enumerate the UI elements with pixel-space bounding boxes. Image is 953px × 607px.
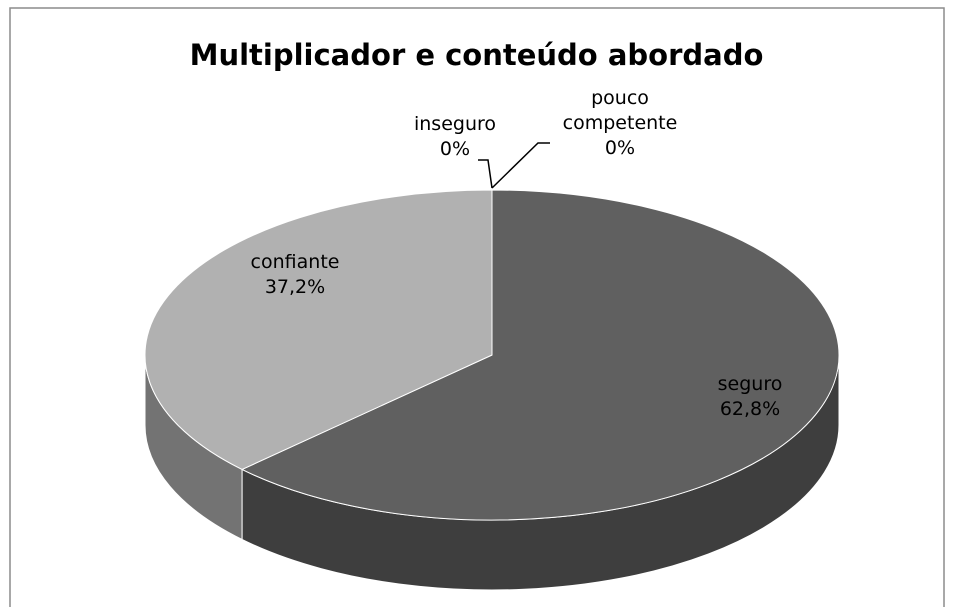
chart-title: Multiplicador e conteúdo abordado <box>189 38 764 72</box>
label-value: 37,2% <box>264 276 326 298</box>
data-label: confiante 37,2% <box>230 250 360 300</box>
leader-line <box>491 142 550 189</box>
label-value: 62,8% <box>719 398 781 420</box>
label-name: inseguro <box>413 113 497 135</box>
label-name: seguro <box>717 373 783 395</box>
label-value: 0% <box>604 137 636 159</box>
data-label: seguro 62,8% <box>685 372 815 422</box>
pie-slice <box>240 189 840 521</box>
leader-line <box>478 159 493 189</box>
data-label: inseguro 0% <box>390 112 520 162</box>
label-value: 0% <box>439 138 471 160</box>
label-name: confiante <box>250 251 340 273</box>
label-name: pouco competente <box>562 87 678 134</box>
pie-slice <box>144 189 493 471</box>
data-label: pouco competente 0% <box>560 86 680 161</box>
